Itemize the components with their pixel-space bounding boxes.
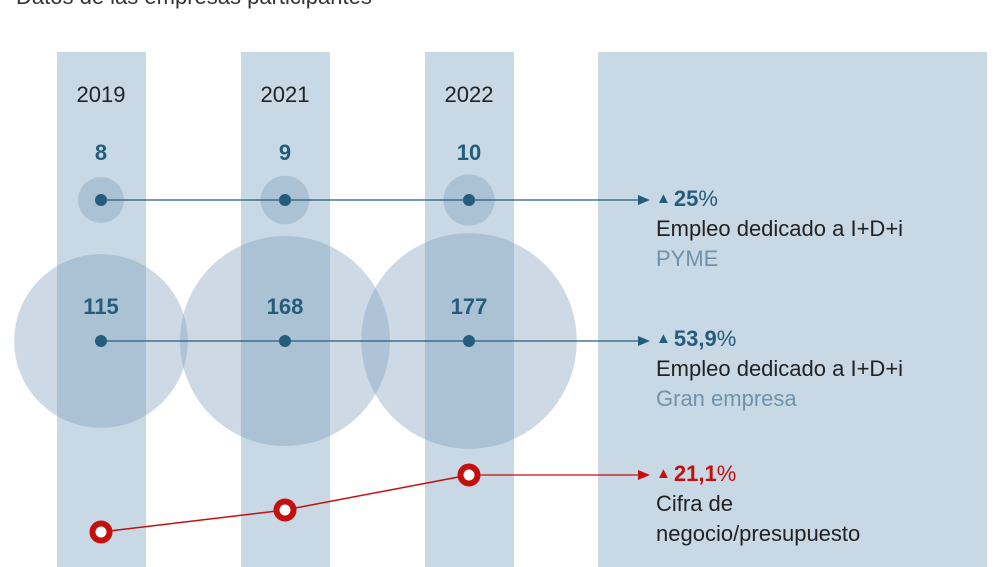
value-label: 168 — [267, 294, 304, 319]
data-point — [279, 194, 291, 206]
series-label-line2: negocio/presupuesto — [656, 521, 861, 546]
data-point — [279, 335, 291, 347]
series-sublabel: Gran empresa — [656, 386, 797, 411]
triangle-up-icon: ▲ — [656, 330, 671, 347]
arrow-icon — [638, 336, 650, 346]
chart-subtitle: Datos de las empresas participantes — [16, 0, 372, 10]
series-sublabel: PYME — [656, 246, 719, 271]
value-label: 8 — [95, 140, 107, 165]
arrow-icon — [638, 470, 650, 480]
triangle-up-icon: ▲ — [656, 465, 671, 482]
annotation-negocio: ▲ 21,1% Cifra de negocio/presupuesto — [656, 459, 860, 549]
value-label: 115 — [83, 294, 119, 319]
change-value: 25 — [673, 186, 699, 211]
percent-sign: % — [716, 461, 737, 486]
value-label: 10 — [457, 140, 481, 165]
year-label: 2019 — [77, 82, 126, 107]
annotation-panel — [598, 52, 987, 567]
triangle-up-icon: ▲ — [656, 190, 671, 207]
data-point — [463, 194, 475, 206]
series-label-line1: Cifra de — [656, 491, 734, 516]
change-value: 21,1 — [673, 461, 717, 486]
arrow-icon — [638, 195, 650, 205]
change-value: 53,9 — [673, 326, 717, 351]
data-point — [95, 194, 107, 206]
negocio-point — [89, 520, 113, 544]
year-column — [57, 52, 146, 567]
year-label: 2022 — [445, 82, 494, 107]
negocio-point — [273, 498, 297, 522]
year-column — [241, 52, 330, 567]
series-label: Empleo dedicado a I+D+i — [656, 356, 904, 381]
series-label: Empleo dedicado a I+D+i — [656, 216, 904, 241]
data-point — [95, 335, 107, 347]
negocio-point — [457, 463, 481, 487]
annotation-gran-empresa: ▲ 53,9% Empleo dedicado a I+D+i Gran empr… — [656, 324, 903, 414]
percent-sign: % — [698, 186, 718, 211]
percent-sign: % — [716, 326, 737, 351]
value-label: 177 — [451, 294, 488, 319]
value-label: 9 — [279, 140, 291, 165]
data-point — [463, 335, 475, 347]
year-label: 2021 — [261, 82, 310, 107]
annotation-pyme: ▲ 25% Empleo dedicado a I+D+i PYME — [656, 184, 903, 274]
